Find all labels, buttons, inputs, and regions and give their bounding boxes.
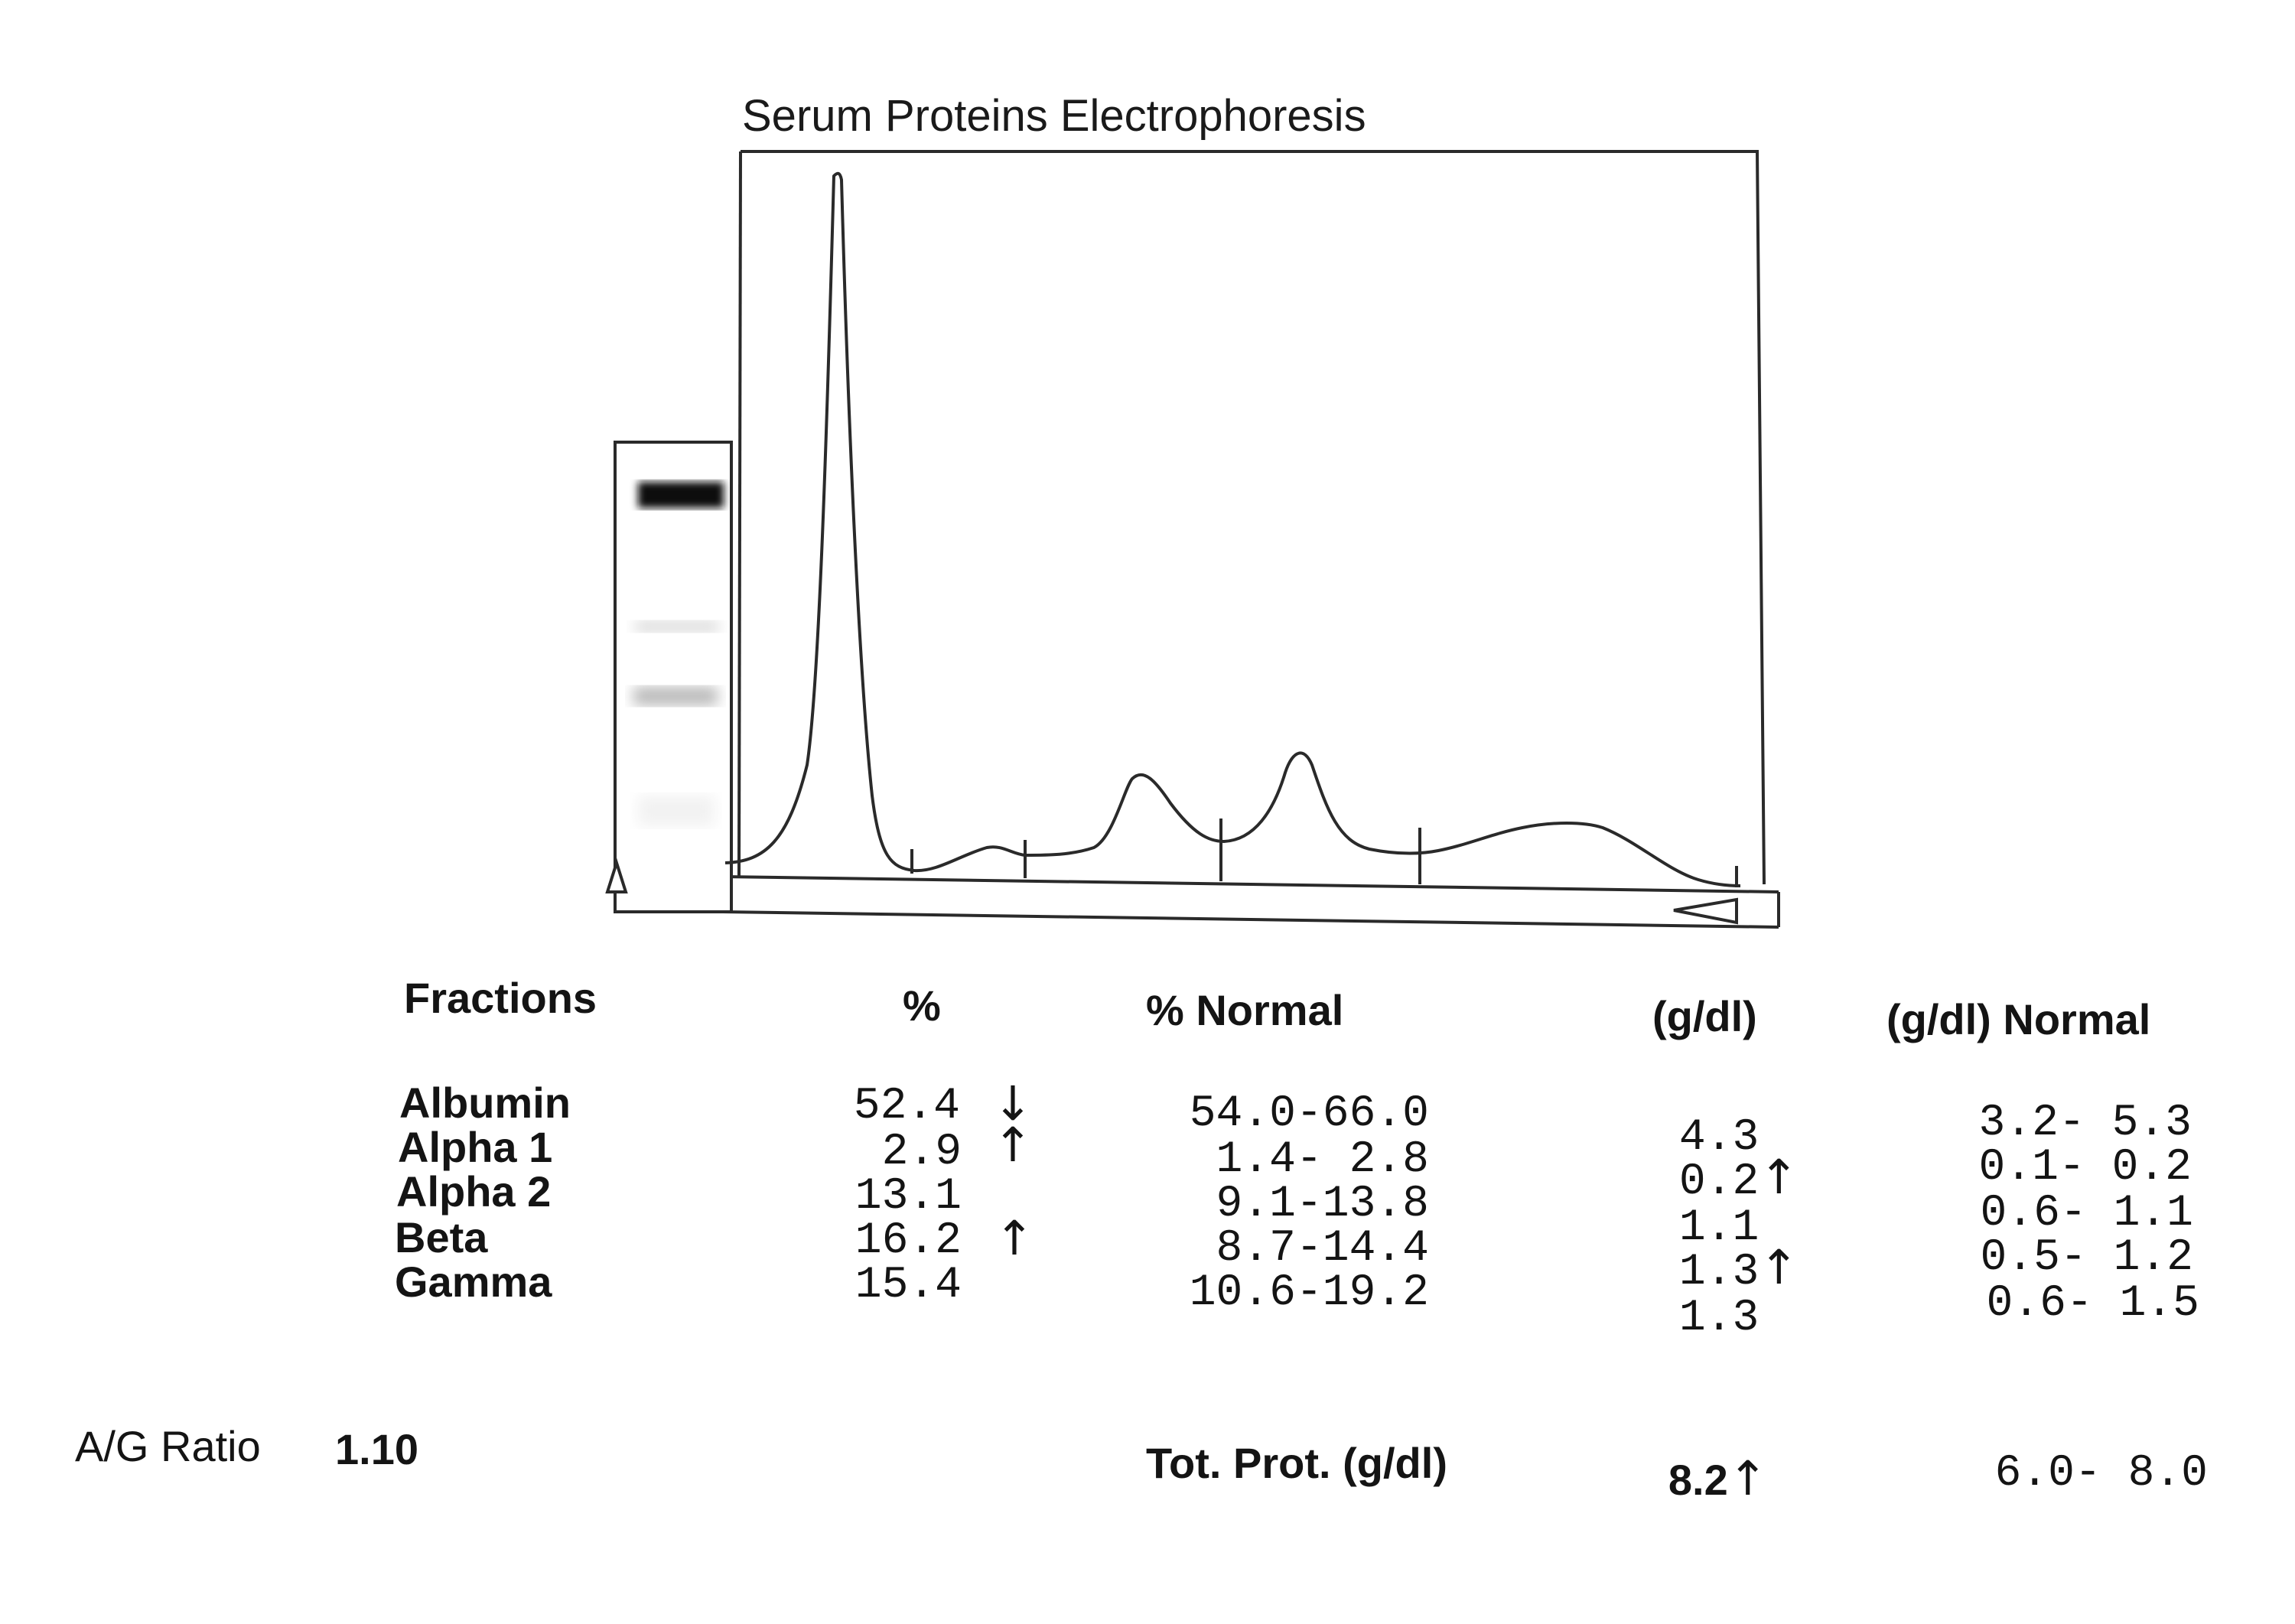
- fraction-name: Gamma: [395, 1258, 552, 1306]
- gel-band-beta: [633, 687, 718, 705]
- percent-flag-down-icon: ↓: [993, 1076, 1033, 1131]
- header-fractions: Fractions: [404, 974, 597, 1022]
- fraction-name: Alpha 1: [398, 1123, 553, 1171]
- header-gdl-normal: (g/dl) Normal: [1886, 995, 2151, 1043]
- percent-normal-range: 8.7-14.4: [1216, 1224, 1429, 1274]
- gdl-value: 1.1: [1678, 1203, 1760, 1253]
- percent-flag-up-icon: ↑: [994, 1210, 1034, 1266]
- end-marker-icon: [1673, 897, 1738, 925]
- gdl-normal-range: 3.2- 5.3: [1978, 1098, 2192, 1148]
- gdl-normal-range: 0.5- 1.2: [1980, 1233, 2193, 1283]
- application-marker-icon: [605, 858, 628, 893]
- gdl-cell: 1.3↑: [1672, 1230, 1799, 1295]
- gdl-flag-up-icon: ↑: [1759, 1149, 1799, 1205]
- gel-band-albumin: [638, 482, 724, 508]
- gel-band-alpha2: [635, 621, 719, 632]
- gdl-cell: 4.3: [1672, 1095, 1759, 1160]
- percent-value: 13.1: [855, 1172, 962, 1222]
- gdl-normal-range: 0.1- 0.2: [1978, 1143, 2192, 1193]
- percent-value: 16.2: [855, 1216, 962, 1266]
- chart-title: Serum Proteins Electrophoresis: [742, 91, 1366, 141]
- total-protein-flag-up-icon: ↑: [1727, 1450, 1768, 1506]
- total-protein-value: 8.2: [1668, 1456, 1728, 1504]
- percent-value: 52.4: [853, 1082, 960, 1131]
- fraction-name: Beta: [395, 1213, 488, 1261]
- gdl-value: 0.2: [1678, 1157, 1760, 1207]
- densitometry-frame: [741, 150, 1766, 885]
- gdl-normal-range: 0.6- 1.5: [1986, 1279, 2199, 1329]
- total-protein-label: Tot. Prot. (g/dl): [1146, 1439, 1447, 1487]
- percent-flag-up-icon: ↑: [993, 1117, 1033, 1173]
- gdl-value: 1.3: [1678, 1294, 1760, 1343]
- header-percent: %: [903, 981, 941, 1030]
- densitometry-curve: [724, 171, 1741, 887]
- ag-ratio-label: A/G Ratio: [75, 1422, 261, 1470]
- fraction-name: Alpha 2: [396, 1167, 552, 1216]
- baseline: [722, 875, 1779, 893]
- ag-ratio-value: 1.10: [335, 1425, 418, 1473]
- gdl-normal-range: 0.6- 1.1: [1980, 1189, 2193, 1238]
- gdl-flag-up-icon: ↑: [1759, 1239, 1799, 1295]
- gdl-value: 1.3: [1678, 1248, 1760, 1297]
- gdl-cell: 1.3: [1672, 1276, 1759, 1341]
- fraction-name: Albumin: [399, 1079, 571, 1127]
- gdl-cell: 1.1: [1672, 1186, 1759, 1251]
- percent-value: 2.9: [881, 1128, 962, 1177]
- gdl-value: 4.3: [1678, 1113, 1760, 1163]
- gdl-cell: 0.2↑: [1672, 1140, 1799, 1205]
- percent-normal-range: 9.1-13.8: [1216, 1180, 1429, 1229]
- percent-normal-range: 54.0-66.0: [1189, 1089, 1429, 1139]
- percent-value: 15.4: [855, 1261, 962, 1310]
- total-protein-normal-range: 6.0- 8.0: [1994, 1449, 2208, 1499]
- percent-normal-range: 1.4- 2.8: [1216, 1135, 1429, 1185]
- header-percent-normal: % Normal: [1146, 986, 1344, 1034]
- header-gdl: (g/dl): [1652, 992, 1757, 1040]
- strip-bottom: [722, 910, 1779, 929]
- frame-left-edge: [737, 151, 742, 877]
- percent-normal-range: 10.6-19.2: [1189, 1268, 1429, 1318]
- gel-band-gamma: [638, 796, 715, 826]
- total-protein-cell: 8.2↑: [1662, 1441, 1768, 1505]
- gel-strip: [614, 441, 733, 913]
